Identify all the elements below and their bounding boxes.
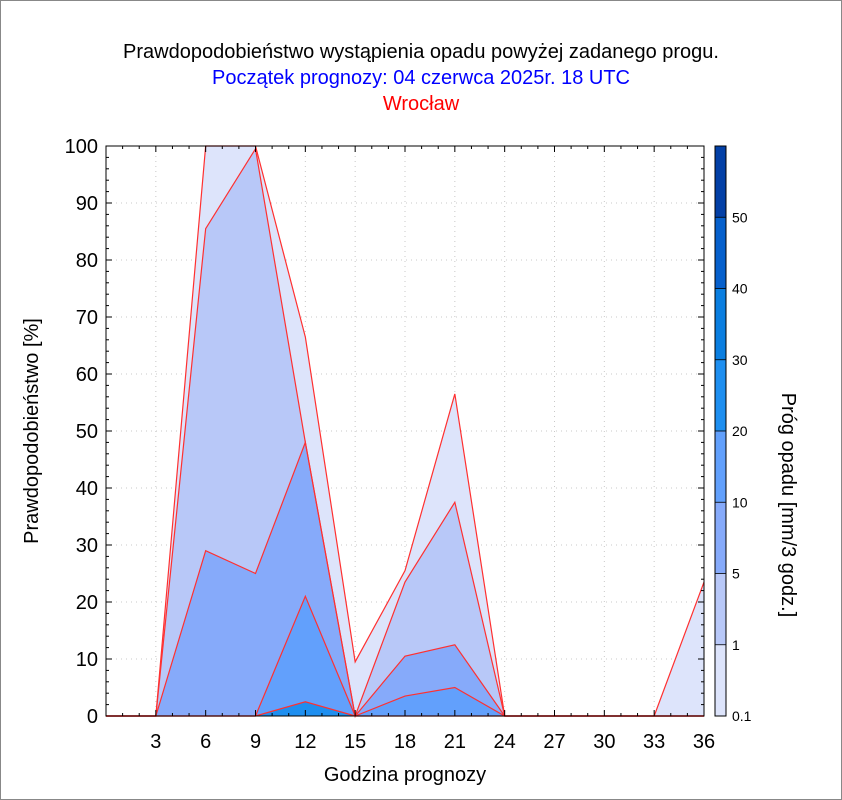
colorbar-tick-label: 1 [732,637,740,653]
colorbar-segment [715,359,726,431]
x-tick-label: 30 [593,731,615,753]
x-axis-label: Godzina prognozy [324,764,486,786]
colorbar-segment [715,146,726,218]
colorbar-segment [715,288,726,360]
area-5 [106,442,704,716]
colorbar: 0.1 1 5 10 20 30 40 50 [714,145,752,724]
colorbar-tick-label: 30 [732,352,748,368]
colorbar-tick-label: 20 [732,423,748,439]
y-tick-label: 70 [76,307,98,329]
y-tick-label: 80 [76,250,98,272]
colorbar-tick-label: 50 [732,209,748,225]
colorbar-segment [715,217,726,289]
x-tick-label: 3 [150,731,161,753]
colorbar-segment [715,644,726,716]
colorbar-tick-label: 0.1 [732,708,752,724]
colorbar-label: Próg opadu [mm/3 godz.] [777,393,799,618]
y-tick-label: 20 [76,592,98,614]
y-axis-label: Prawdopodobieństwo [%] [21,318,43,544]
chart-title: Prawdopodobieństwo wystąpienia opadu pow… [123,41,719,63]
y-tick-label: 90 [76,193,98,215]
x-tick-label: 15 [344,731,366,753]
x-tick-label: 6 [200,731,211,753]
x-tick-label: 24 [494,731,516,753]
y-tick-label: 40 [76,478,98,500]
x-tick-label: 12 [294,731,316,753]
chart-location: Wrocław [382,93,460,115]
colorbar-tick-label: 40 [732,281,748,297]
y-tick-label: 60 [76,364,98,386]
x-tick-label: 27 [543,731,565,753]
y-tick-label: 10 [76,649,98,671]
x-tick-label: 36 [693,731,715,753]
y-tick-label: 0 [87,706,98,728]
colorbar-tick-label: 10 [732,494,748,510]
colorbar-segment [715,502,726,574]
x-tick-label: 18 [394,731,416,753]
colorbar-segment [715,573,726,645]
x-tick-label: 33 [643,731,665,753]
y-tick-label: 50 [76,421,98,443]
x-axis-ticks: 3 6 9 12 15 18 21 24 27 30 33 36 [105,146,715,753]
x-tick-label: 21 [444,731,466,753]
chart-subtitle: Początek prognozy: 04 czerwca 2025r. 18 … [212,67,630,89]
x-tick-label: 9 [250,731,261,753]
y-axis-ticks: 0 10 20 30 40 50 60 70 80 90 100 [65,136,704,728]
colorbar-segment [715,431,726,503]
y-tick-label: 30 [76,535,98,557]
colorbar-tick-label: 5 [732,566,740,582]
y-tick-label: 100 [65,136,98,158]
